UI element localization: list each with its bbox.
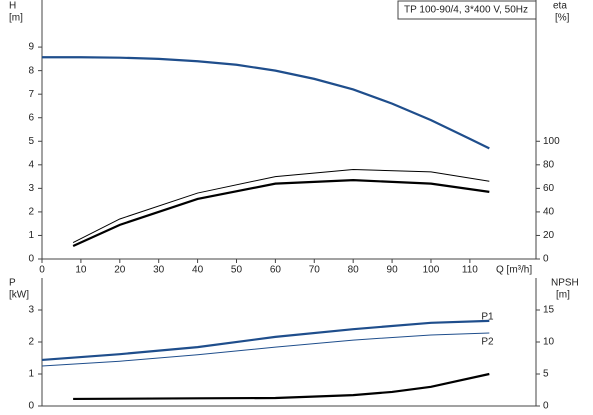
y-tick-label: 2 [28, 207, 34, 218]
y-tick-label: 0 [28, 401, 34, 412]
y2-label: NPSH [551, 278, 579, 289]
series-line [41, 332, 490, 367]
y-tick-label: 2 [28, 337, 34, 348]
y2-tick-label: 0 [543, 401, 549, 412]
x-tick-label: 40 [192, 265, 204, 276]
y-tick-label: 3 [28, 183, 34, 194]
y-tick-label: 0 [28, 254, 34, 265]
y-tick-label: 7 [28, 89, 34, 100]
y2-tick-label: 5 [543, 369, 549, 380]
series-line [73, 372, 490, 401]
x-tick-label: 10 [75, 265, 87, 276]
x-tick-label: 80 [348, 265, 360, 276]
x-tick-label: 90 [387, 265, 399, 276]
y-tick-label: 1 [28, 369, 34, 380]
y-tick-label: 9 [28, 42, 34, 53]
series-label: P1 [481, 312, 494, 323]
x-tick-label: 60 [270, 265, 282, 276]
y-label: P [9, 278, 16, 289]
x-label: Q [m³/h] [496, 265, 532, 276]
y-tick-label: 6 [28, 112, 34, 123]
y2-tick-label: 80 [543, 159, 555, 170]
series-line [72, 179, 490, 248]
y-tick-label: 3 [28, 305, 34, 316]
y2-unit: [%] [555, 13, 570, 24]
y2-tick-label: 100 [543, 136, 560, 147]
chart-title: TP 100-90/4, 3*400 V, 50Hz [404, 5, 528, 16]
y-tick-label: 4 [28, 159, 34, 170]
x-tick-label: 0 [39, 265, 45, 276]
y2-tick-label: 10 [543, 337, 555, 348]
x-tick-label: 20 [114, 265, 126, 276]
y2-tick-label: 0 [543, 254, 549, 265]
axes [41, 278, 537, 407]
y-unit: [kW] [9, 290, 29, 301]
y2-tick-label: 40 [543, 207, 555, 218]
series-line [41, 319, 490, 362]
y2-tick-label: 15 [543, 305, 555, 316]
y2-unit: [m] [556, 290, 570, 301]
x-tick-label: 100 [423, 265, 440, 276]
x-tick-label: 50 [231, 265, 243, 276]
y2-tick-label: 20 [543, 230, 555, 241]
series-label: P2 [481, 337, 494, 348]
x-tick-label: 30 [153, 265, 165, 276]
y-tick-label: 5 [28, 136, 34, 147]
y-label: H [9, 1, 16, 12]
y2-tick-label: 60 [543, 183, 555, 194]
y-unit: [m] [9, 13, 23, 24]
y2-label: eta [553, 1, 567, 12]
axes [41, 0, 537, 260]
y-tick-label: 1 [28, 230, 34, 241]
x-tick-label: 70 [309, 265, 321, 276]
series-line [42, 56, 490, 150]
series-line [72, 169, 490, 243]
y-tick-label: 8 [28, 65, 34, 76]
x-tick-label: 110 [462, 265, 478, 276]
